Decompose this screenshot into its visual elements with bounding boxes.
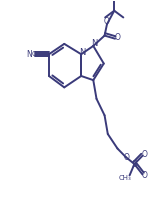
Text: N: N: [79, 48, 85, 57]
Text: S: S: [132, 160, 137, 169]
Text: CH₃: CH₃: [118, 175, 131, 181]
Text: O: O: [142, 171, 148, 180]
Text: N: N: [91, 39, 97, 48]
Text: O: O: [104, 17, 110, 26]
Text: O: O: [114, 33, 120, 42]
Text: N: N: [27, 50, 32, 59]
Text: C: C: [32, 51, 37, 57]
Text: O: O: [142, 150, 148, 159]
Text: O: O: [124, 153, 130, 162]
